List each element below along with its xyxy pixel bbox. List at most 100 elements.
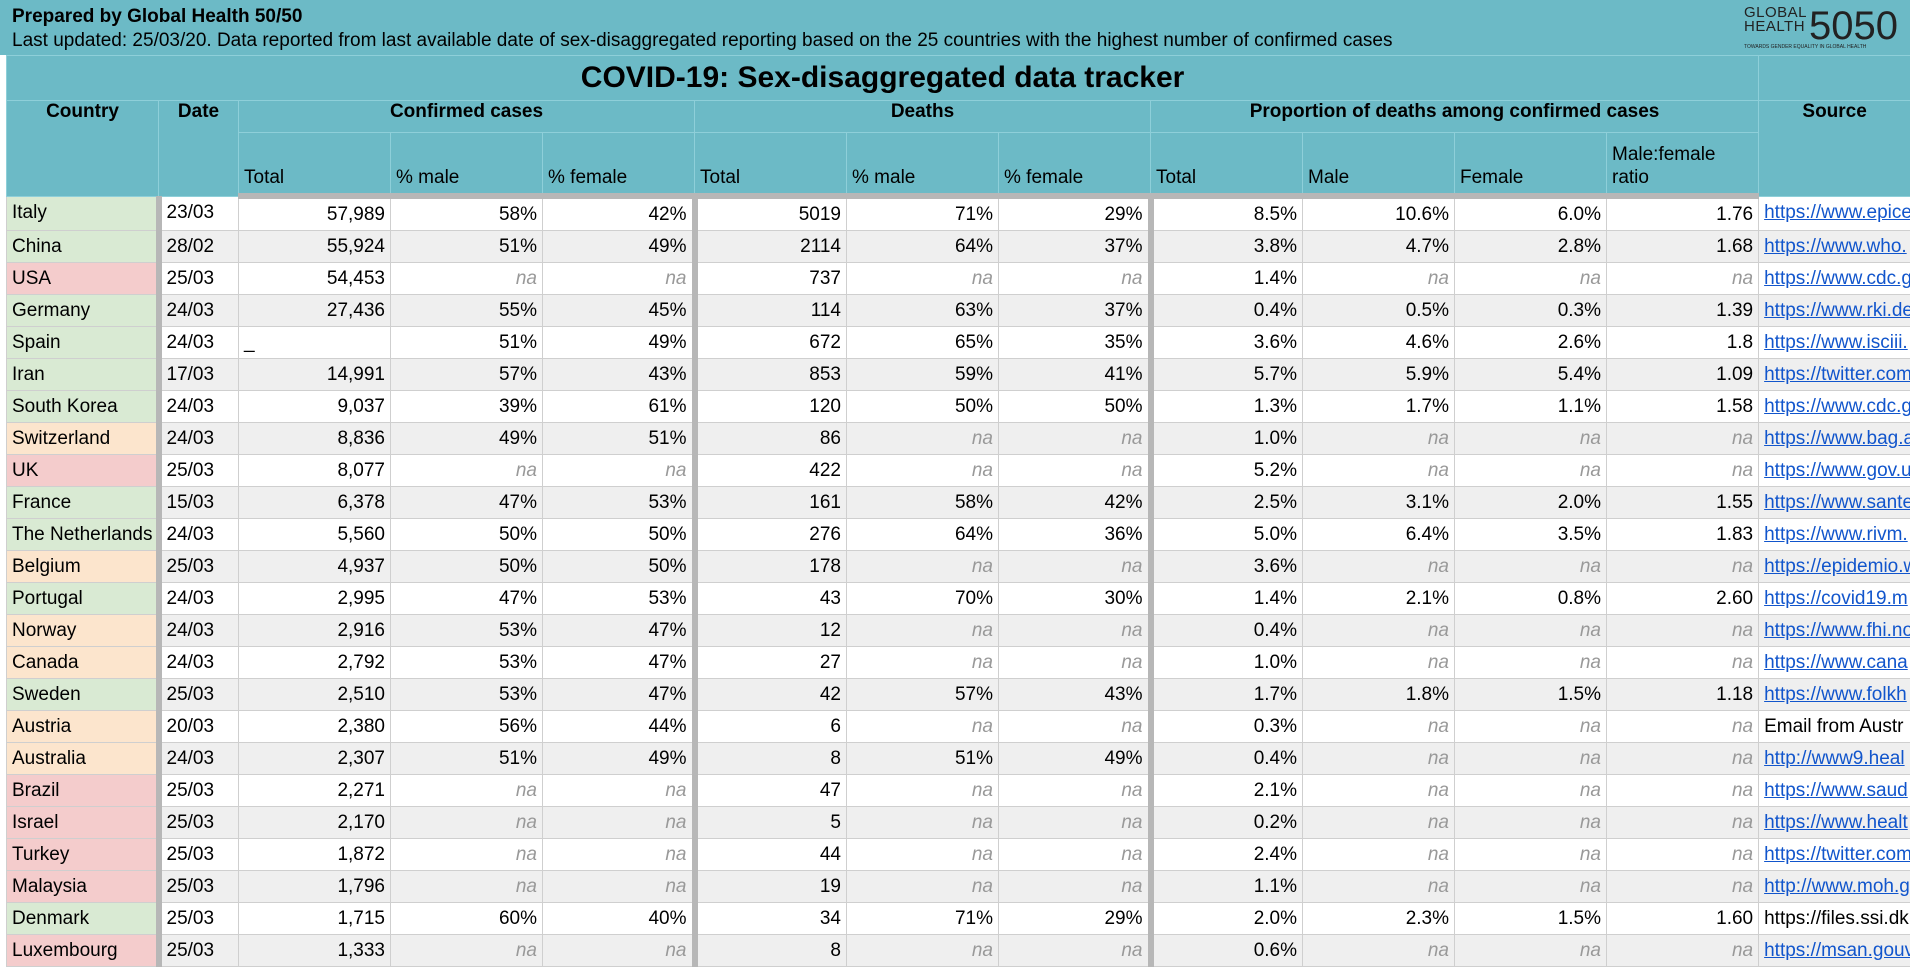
logo-line: HEALTH [1744,20,1807,34]
data-cell: 53% [543,583,695,615]
data-cell: 9,037 [239,391,391,423]
data-cell: 4,937 [239,551,391,583]
country-cell: Switzerland [7,423,159,455]
data-cell: na [1455,423,1607,455]
data-cell: 24/03 [159,423,239,455]
data-cell: 1.83 [1607,519,1759,551]
sub-header: Male [1303,133,1455,197]
data-cell: 12 [695,615,847,647]
data-cell: 1.8 [1607,327,1759,359]
source-cell: https://www.folkh [1759,679,1910,711]
data-cell: 1.5% [1455,679,1607,711]
source-cell: https://epidemio.w [1759,551,1910,583]
data-cell: na [999,615,1151,647]
country-cell: Turkey [7,839,159,871]
country-cell: Israel [7,807,159,839]
data-cell: 6 [695,711,847,743]
sub-header: % female [543,133,695,197]
data-cell: 58% [847,487,999,519]
data-cell: 64% [847,519,999,551]
data-cell: 63% [847,295,999,327]
data-cell: 161 [695,487,847,519]
data-cell: 47% [391,583,543,615]
data-cell: na [1455,711,1607,743]
source-link[interactable]: https://www.cana [1764,652,1908,673]
data-cell: 23/03 [159,196,239,231]
data-cell: 24/03 [159,295,239,327]
data-cell: na [1455,455,1607,487]
source-link[interactable]: https://www.sante [1764,492,1910,513]
source-link[interactable]: https://www.cdc.g [1764,268,1910,289]
data-cell: 5.2% [1151,455,1303,487]
sub-header: Female [1455,133,1607,197]
source-link[interactable]: https://twitter.com [1764,844,1910,865]
data-cell: 422 [695,455,847,487]
source-link[interactable]: http://www.moh.g [1764,876,1910,897]
data-cell: 1.1% [1151,871,1303,903]
data-cell: na [1303,935,1455,967]
source-link[interactable]: https://www.epice [1764,202,1910,223]
data-cell: na [391,775,543,807]
source-link[interactable]: https://www.fhi.no [1764,620,1910,641]
group-header: Proportion of deaths among confirmed cas… [1151,101,1759,133]
source-link[interactable]: https://covid19.m [1764,588,1908,609]
data-cell: na [1455,775,1607,807]
source-link[interactable]: http://www9.heal [1764,748,1904,769]
data-cell: 2,995 [239,583,391,615]
data-cell: 56% [391,711,543,743]
data-cell: 24/03 [159,327,239,359]
data-cell: 55,924 [239,231,391,263]
data-cell: 2,307 [239,743,391,775]
data-cell: na [543,871,695,903]
source-cell: https://www.cana [1759,647,1910,679]
source-link[interactable]: https://www.rivm. [1764,524,1908,545]
data-cell: 70% [847,583,999,615]
data-cell: na [391,839,543,871]
source-link[interactable]: https://www.folkh [1764,684,1907,705]
source-link[interactable]: https://twitter.com [1764,364,1910,385]
data-cell: 1.55 [1607,487,1759,519]
source-link[interactable]: https://www.who. [1764,236,1907,257]
country-cell: Norway [7,615,159,647]
data-cell: 51% [391,327,543,359]
source-link[interactable]: https://www.isciii. [1764,332,1908,353]
data-cell: 40% [543,903,695,935]
data-cell: na [1607,743,1759,775]
country-cell: Austria [7,711,159,743]
source-cell: https://www.cdc.g [1759,263,1910,295]
data-cell: 1,872 [239,839,391,871]
source-link[interactable]: https://www.bag.a [1764,428,1910,449]
source-link[interactable]: https://www.gov.u [1764,460,1910,481]
data-cell: 0.2% [1151,807,1303,839]
data-cell: 1.0% [1151,423,1303,455]
group-header: Deaths [695,101,1151,133]
data-cell: 3.8% [1151,231,1303,263]
data-cell: 25/03 [159,903,239,935]
data-cell: 49% [391,423,543,455]
data-cell: 29% [999,196,1151,231]
data-cell: 29% [999,903,1151,935]
country-cell: UK [7,455,159,487]
data-cell: 2,170 [239,807,391,839]
data-cell: 5.0% [1151,519,1303,551]
source-link[interactable]: https://epidemio.w [1764,556,1910,577]
sub-header: % male [391,133,543,197]
country-cell: France [7,487,159,519]
data-cell: na [1303,551,1455,583]
data-cell: 28/02 [159,231,239,263]
data-cell: na [847,839,999,871]
source-link[interactable]: https://msan.gouv [1764,940,1910,961]
source-link[interactable]: https://www.saud [1764,780,1908,801]
data-cell: 50% [543,519,695,551]
source-link[interactable]: https://www.rki.de [1764,300,1910,321]
source-link[interactable]: https://www.healt [1764,812,1908,833]
data-cell: na [1303,423,1455,455]
source-link[interactable]: https://www.cdc.g [1764,396,1910,417]
data-cell: 44% [543,711,695,743]
source-cell: https://www.bag.a [1759,423,1910,455]
